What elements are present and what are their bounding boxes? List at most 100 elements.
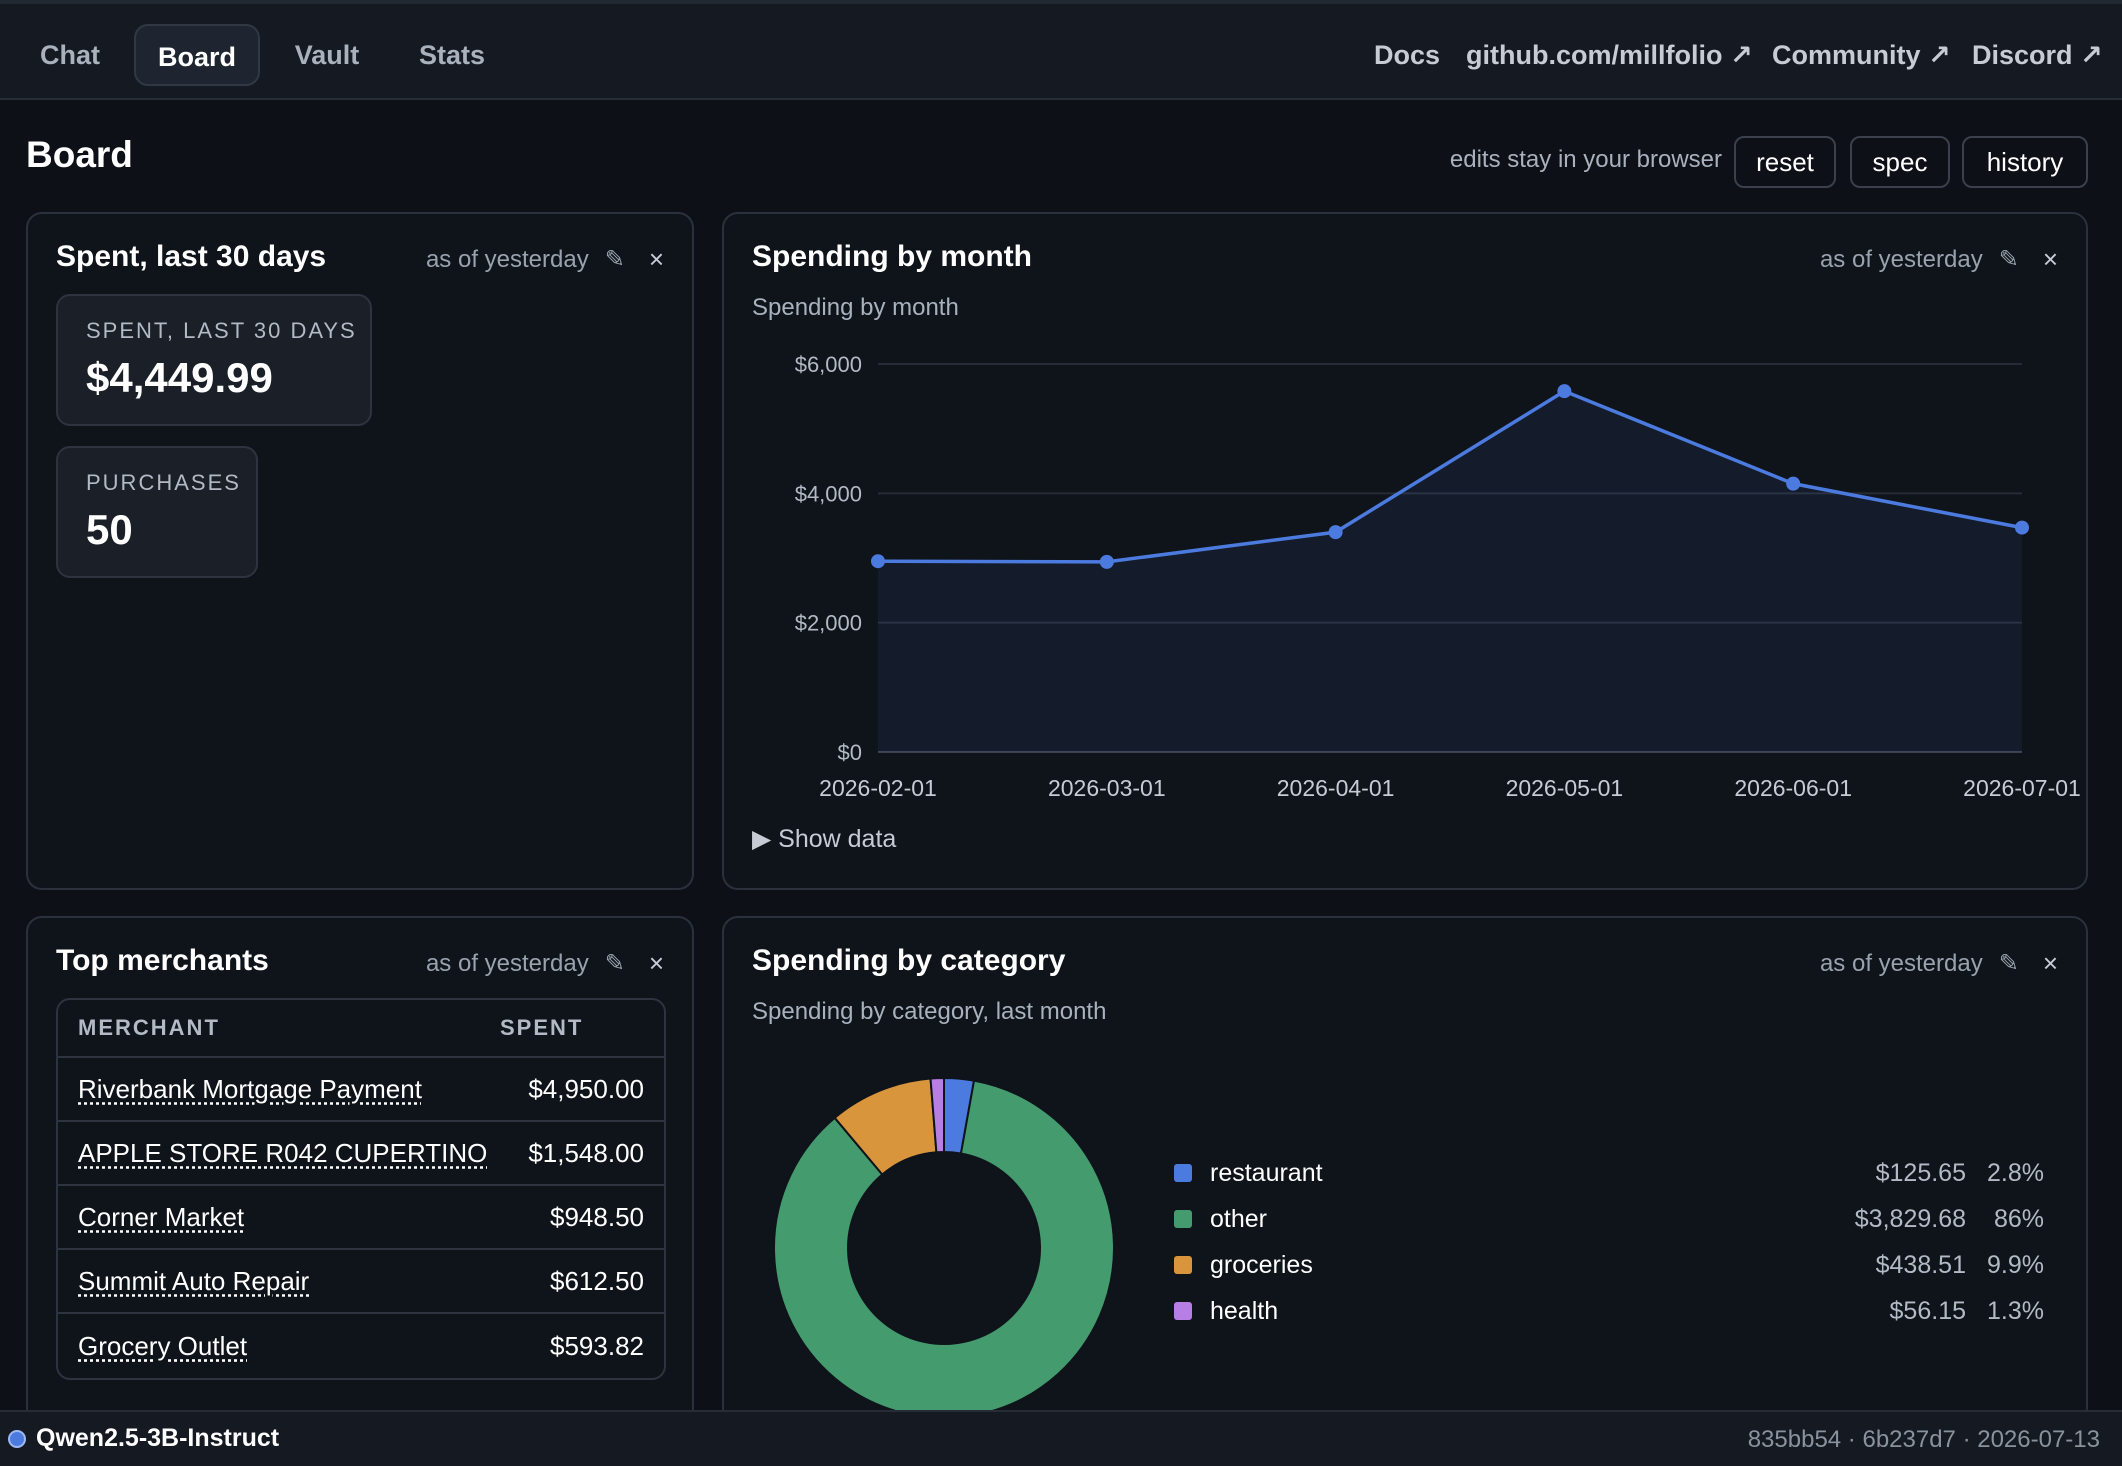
merchant-link[interactable]: Riverbank Mortgage Payment bbox=[78, 1073, 422, 1104]
legend-item-other: other $3,829.68 86% bbox=[1174, 1196, 2044, 1242]
tab-chat[interactable]: Chat bbox=[40, 40, 100, 70]
close-icon[interactable]: × bbox=[648, 244, 664, 274]
as-of-label: as of yesterday bbox=[1819, 245, 1983, 273]
stat-value: $4,449.99 bbox=[86, 354, 273, 401]
merchant-link[interactable]: Summit Auto Repair bbox=[78, 1265, 310, 1296]
edit-icon[interactable]: ✎ bbox=[604, 950, 625, 977]
spent-column-header: SPENT bbox=[500, 1015, 584, 1040]
merchant-amount: $4,950.00 bbox=[528, 1073, 644, 1104]
stat-label: SPENT, LAST 30 DAYS bbox=[86, 318, 357, 343]
legend-item-restaurant: restaurant $125.65 2.8% bbox=[1174, 1150, 2044, 1196]
legend-amount: $56.15 bbox=[1889, 1296, 1966, 1325]
chart-subtitle: Spending by category, last month bbox=[752, 998, 1107, 1025]
series-area bbox=[878, 391, 2022, 752]
status-bar: Qwen2.5-3B-Instruct 835bb54 · 6b237d7 · … bbox=[0, 1410, 2122, 1466]
as-of-label: as of yesterday bbox=[1819, 949, 1983, 977]
merchant-column-header: MERCHANT bbox=[78, 1015, 220, 1040]
top-merchants-card: Top merchants as of yesterday ✎ × MERCHA… bbox=[26, 916, 694, 1436]
legend-percent: 2.8% bbox=[1987, 1158, 2044, 1187]
table-row: Summit Auto Repair $612.50 bbox=[58, 1250, 664, 1314]
merchant-amount: $1,548.00 bbox=[528, 1137, 644, 1168]
merchant-link[interactable]: Corner Market bbox=[78, 1201, 245, 1232]
close-icon[interactable]: × bbox=[2042, 244, 2058, 274]
docs-link[interactable]: Docs bbox=[1374, 40, 1441, 70]
y-tick-label: $2,000 bbox=[795, 611, 862, 636]
y-tick-label: $4,000 bbox=[795, 481, 862, 506]
data-point[interactable] bbox=[871, 554, 885, 569]
legend-percent: 1.3% bbox=[1987, 1296, 2044, 1325]
data-point[interactable] bbox=[1099, 554, 1114, 569]
as-of-label: as of yesterday bbox=[425, 949, 589, 977]
model-status-icon bbox=[8, 1430, 26, 1448]
card-title: Spent, last 30 days bbox=[56, 240, 327, 273]
as-of-label: as of yesterday bbox=[425, 245, 589, 273]
data-point[interactable] bbox=[2015, 520, 2029, 535]
card-title: Top merchants bbox=[56, 944, 269, 977]
legend-percent: 9.9% bbox=[1987, 1250, 2044, 1279]
stat-label: PURCHASES bbox=[86, 470, 241, 495]
legend-amount: $438.51 bbox=[1875, 1250, 1966, 1279]
donut-slice-health[interactable] bbox=[929, 1076, 945, 1154]
merchant-amount: $948.50 bbox=[550, 1201, 644, 1232]
x-tick-label: 2026-04-01 bbox=[1277, 775, 1395, 801]
x-tick-label: 2026-07-01 bbox=[1963, 775, 2081, 801]
github-link[interactable]: github.com/millfolio ↗ bbox=[1466, 40, 1753, 70]
table-row: APPLE STORE R042 CUPERTINO $1,548.00 bbox=[58, 1122, 664, 1186]
data-point[interactable] bbox=[1328, 525, 1343, 540]
legend-amount: $125.65 bbox=[1875, 1158, 1966, 1187]
x-tick-label: 2026-05-01 bbox=[1506, 775, 1624, 801]
spent-card: Spent, last 30 days as of yesterday ✎ × … bbox=[26, 212, 694, 890]
spec-button[interactable]: spec bbox=[1850, 136, 1950, 188]
spending-by-month-card: Spending by month as of yesterday ✎ × Sp… bbox=[722, 212, 2088, 890]
model-name[interactable]: Qwen2.5-3B-Instruct bbox=[36, 1424, 280, 1452]
edit-icon[interactable]: ✎ bbox=[1998, 950, 2019, 977]
data-point[interactable] bbox=[1557, 384, 1572, 399]
legend-label: other bbox=[1210, 1204, 1267, 1233]
legend-amount: $3,829.68 bbox=[1854, 1204, 1966, 1233]
legend-swatch bbox=[1174, 1210, 1192, 1228]
chart-subtitle: Spending by month bbox=[752, 294, 959, 321]
x-tick-label: 2026-06-01 bbox=[1734, 775, 1852, 801]
tab-stats[interactable]: Stats bbox=[418, 40, 486, 70]
legend-label: health bbox=[1210, 1296, 1279, 1325]
donut-slice-other[interactable] bbox=[773, 1079, 1115, 1419]
top-nav: Chat Board Vault Stats Docs github.com/m… bbox=[0, 0, 2122, 100]
close-icon[interactable]: × bbox=[2042, 948, 2058, 978]
merchant-amount: $593.82 bbox=[550, 1330, 644, 1361]
merchant-link[interactable]: Grocery Outlet bbox=[78, 1330, 248, 1361]
discord-link[interactable]: Discord ↗ bbox=[1972, 40, 2103, 70]
merchant-link[interactable]: APPLE STORE R042 CUPERTINO bbox=[78, 1137, 488, 1168]
show-data-toggle[interactable]: ▶ Show data bbox=[752, 825, 897, 853]
stat-tile-spent: SPENT, LAST 30 DAYS $4,449.99 bbox=[56, 294, 372, 426]
table-row: Riverbank Mortgage Payment $4,950.00 bbox=[58, 1058, 664, 1122]
series-line bbox=[877, 389, 2023, 564]
community-link[interactable]: Community ↗ bbox=[1772, 40, 1951, 70]
merchants-table: MERCHANT SPENT Riverbank Mortgage Paymen… bbox=[56, 998, 666, 1380]
edit-icon[interactable]: ✎ bbox=[1998, 246, 2019, 273]
table-header: MERCHANT SPENT bbox=[58, 1000, 664, 1058]
legend-label: restaurant bbox=[1210, 1158, 1323, 1187]
legend-label: groceries bbox=[1210, 1250, 1313, 1279]
spending-line-chart: $0 $2,000 $4,000 $6,000 2026-02-01 2026-03-01… bbox=[795, 352, 2081, 801]
table-row: Grocery Outlet $593.82 bbox=[58, 1314, 664, 1378]
stat-value: 50 bbox=[86, 506, 133, 553]
legend-item-groceries: groceries $438.51 9.9% bbox=[1174, 1242, 2044, 1288]
build-info: 835bb54 · 6b237d7 · 2026-07-13 bbox=[1747, 1426, 2100, 1453]
edit-icon[interactable]: ✎ bbox=[604, 246, 625, 273]
card-title: Spending by month bbox=[752, 240, 1032, 273]
y-tick-label: $0 bbox=[838, 740, 862, 765]
tab-vault[interactable]: Vault bbox=[294, 40, 360, 70]
history-button[interactable]: history bbox=[1962, 136, 2088, 188]
stat-tile-purchases: PURCHASES 50 bbox=[56, 446, 258, 578]
data-point[interactable] bbox=[1786, 476, 1801, 491]
table-row: Corner Market $948.50 bbox=[58, 1186, 664, 1250]
tab-board[interactable]: Board bbox=[134, 24, 260, 86]
spending-by-category-card: Spending by category as of yesterday ✎ ×… bbox=[722, 916, 2088, 1436]
category-legend: restaurant $125.65 2.8% other $3,829.68 86% gr… bbox=[1174, 1150, 2044, 1334]
reset-button[interactable]: reset bbox=[1734, 136, 1836, 188]
legend-swatch bbox=[1174, 1256, 1192, 1274]
legend-swatch bbox=[1174, 1164, 1192, 1182]
merchant-amount: $612.50 bbox=[550, 1265, 644, 1296]
close-icon[interactable]: × bbox=[648, 948, 664, 978]
page-title: Board bbox=[26, 134, 133, 175]
